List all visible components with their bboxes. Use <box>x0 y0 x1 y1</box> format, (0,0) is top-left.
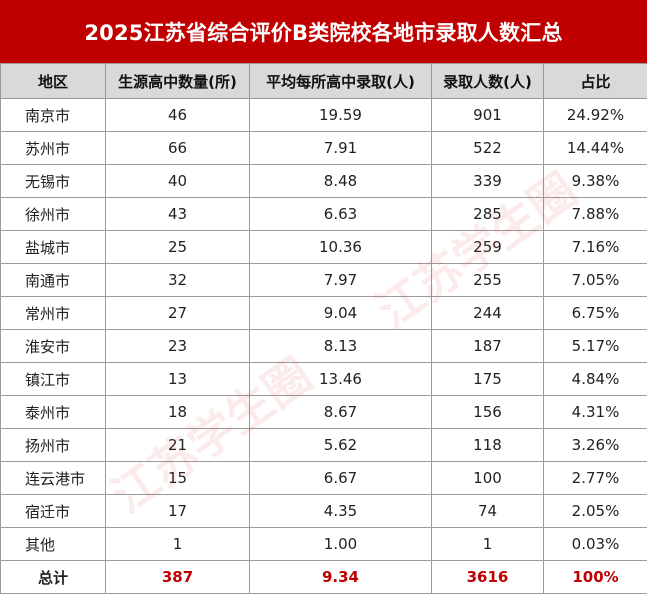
cell-admitted: 244 <box>431 296 544 330</box>
cell-admitted: 156 <box>431 395 544 429</box>
cell-school-count: 13 <box>105 362 250 396</box>
cell-admitted: 285 <box>431 197 544 231</box>
cell-region: 其他 <box>0 527 106 561</box>
cell-region: 盐城市 <box>0 230 106 264</box>
cell-region: 常州市 <box>0 296 106 330</box>
table-row: 盐城市 25 10.36 259 7.16% <box>0 230 647 264</box>
cell-share: 9.38% <box>543 164 647 198</box>
cell-school-count: 27 <box>105 296 250 330</box>
cell-admitted: 259 <box>431 230 544 264</box>
cell-avg-per-school: 8.67 <box>249 395 432 429</box>
cell-avg-per-school: 9.04 <box>249 296 432 330</box>
cell-admitted: 522 <box>431 131 544 165</box>
cell-admitted: 339 <box>431 164 544 198</box>
cell-admitted: 100 <box>431 461 544 495</box>
cell-share: 24.92% <box>543 98 647 132</box>
cell-school-count: 23 <box>105 329 250 363</box>
cell-share: 7.05% <box>543 263 647 297</box>
cell-share: 7.16% <box>543 230 647 264</box>
cell-share: 7.88% <box>543 197 647 231</box>
table-row: 宿迁市 17 4.35 74 2.05% <box>0 494 647 528</box>
cell-avg-per-school: 7.91 <box>249 131 432 165</box>
cell-avg-per-school: 1.00 <box>249 527 432 561</box>
cell-avg-per-school: 8.13 <box>249 329 432 363</box>
cell-school-count: 46 <box>105 98 250 132</box>
cell-admitted: 175 <box>431 362 544 396</box>
cell-share: 4.31% <box>543 395 647 429</box>
cell-avg-per-school: 6.63 <box>249 197 432 231</box>
cell-region: 镇江市 <box>0 362 106 396</box>
cell-share: 5.17% <box>543 329 647 363</box>
cell-share: 14.44% <box>543 131 647 165</box>
header-school-count: 生源高中数量(所) <box>105 63 250 99</box>
table-row: 其他 1 1.00 1 0.03% <box>0 527 647 561</box>
total-admitted: 3616 <box>431 560 544 594</box>
cell-admitted: 187 <box>431 329 544 363</box>
cell-region: 连云港市 <box>0 461 106 495</box>
cell-region: 淮安市 <box>0 329 106 363</box>
total-school-count: 387 <box>105 560 250 594</box>
cell-region: 泰州市 <box>0 395 106 429</box>
total-share: 100% <box>543 560 647 594</box>
cell-school-count: 18 <box>105 395 250 429</box>
table-row: 镇江市 13 13.46 175 4.84% <box>0 362 647 396</box>
cell-school-count: 17 <box>105 494 250 528</box>
cell-school-count: 15 <box>105 461 250 495</box>
table-row: 泰州市 18 8.67 156 4.31% <box>0 395 647 429</box>
table-row: 徐州市 43 6.63 285 7.88% <box>0 197 647 231</box>
cell-school-count: 32 <box>105 263 250 297</box>
cell-share: 3.26% <box>543 428 647 462</box>
table-row: 南京市 46 19.59 901 24.92% <box>0 98 647 132</box>
cell-school-count: 1 <box>105 527 250 561</box>
cell-region: 扬州市 <box>0 428 106 462</box>
total-label: 总计 <box>0 560 106 594</box>
cell-school-count: 43 <box>105 197 250 231</box>
enrollment-table: 地区 生源高中数量(所) 平均每所高中录取(人) 录取人数(人) 占比 南京市 4… <box>0 63 647 594</box>
cell-admitted: 255 <box>431 263 544 297</box>
cell-admitted: 901 <box>431 98 544 132</box>
cell-share: 0.03% <box>543 527 647 561</box>
total-row: 总计 387 9.34 3616 100% <box>0 560 647 594</box>
cell-region: 苏州市 <box>0 131 106 165</box>
cell-region: 无锡市 <box>0 164 106 198</box>
header-share: 占比 <box>543 63 647 99</box>
page-title: 2025江苏省综合评价B类院校各地市录取人数汇总 <box>0 0 647 63</box>
cell-avg-per-school: 6.67 <box>249 461 432 495</box>
cell-admitted: 1 <box>431 527 544 561</box>
cell-share: 2.05% <box>543 494 647 528</box>
header-admitted: 录取人数(人) <box>431 63 544 99</box>
cell-avg-per-school: 4.35 <box>249 494 432 528</box>
cell-share: 4.84% <box>543 362 647 396</box>
table-row: 苏州市 66 7.91 522 14.44% <box>0 131 647 165</box>
table-row: 扬州市 21 5.62 118 3.26% <box>0 428 647 462</box>
table-row: 南通市 32 7.97 255 7.05% <box>0 263 647 297</box>
header-row: 地区 生源高中数量(所) 平均每所高中录取(人) 录取人数(人) 占比 <box>0 63 647 99</box>
cell-avg-per-school: 13.46 <box>249 362 432 396</box>
cell-avg-per-school: 19.59 <box>249 98 432 132</box>
cell-share: 2.77% <box>543 461 647 495</box>
header-avg-per-school: 平均每所高中录取(人) <box>249 63 432 99</box>
cell-school-count: 25 <box>105 230 250 264</box>
cell-school-count: 40 <box>105 164 250 198</box>
table-row: 连云港市 15 6.67 100 2.77% <box>0 461 647 495</box>
cell-region: 徐州市 <box>0 197 106 231</box>
cell-school-count: 21 <box>105 428 250 462</box>
header-region: 地区 <box>0 63 106 99</box>
cell-region: 南京市 <box>0 98 106 132</box>
cell-region: 宿迁市 <box>0 494 106 528</box>
cell-avg-per-school: 8.48 <box>249 164 432 198</box>
table-row: 无锡市 40 8.48 339 9.38% <box>0 164 647 198</box>
table-row: 常州市 27 9.04 244 6.75% <box>0 296 647 330</box>
table-row: 淮安市 23 8.13 187 5.17% <box>0 329 647 363</box>
cell-region: 南通市 <box>0 263 106 297</box>
cell-share: 6.75% <box>543 296 647 330</box>
cell-avg-per-school: 10.36 <box>249 230 432 264</box>
cell-admitted: 118 <box>431 428 544 462</box>
cell-school-count: 66 <box>105 131 250 165</box>
cell-admitted: 74 <box>431 494 544 528</box>
total-avg-per-school: 9.34 <box>249 560 432 594</box>
cell-avg-per-school: 5.62 <box>249 428 432 462</box>
cell-avg-per-school: 7.97 <box>249 263 432 297</box>
